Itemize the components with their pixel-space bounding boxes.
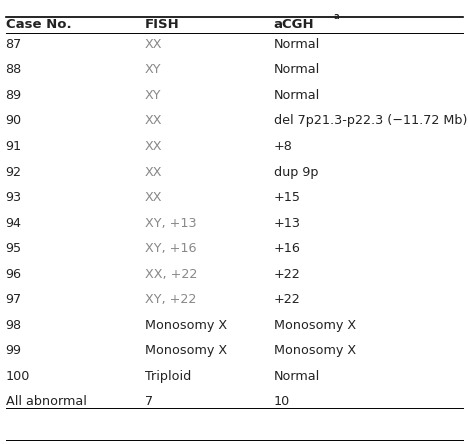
Text: dup 9p: dup 9p (274, 166, 318, 178)
Text: 97: 97 (6, 293, 22, 306)
Text: 95: 95 (6, 242, 22, 255)
Text: XY, +13: XY, +13 (145, 217, 197, 230)
Text: +22: +22 (274, 293, 300, 306)
Text: Monosomy X: Monosomy X (145, 344, 227, 357)
Text: 94: 94 (6, 217, 22, 230)
Text: 89: 89 (6, 89, 22, 102)
Text: 87: 87 (6, 38, 22, 51)
Text: XX: XX (145, 38, 162, 51)
Text: a: a (334, 12, 339, 21)
Text: All abnormal: All abnormal (6, 395, 87, 408)
Text: 96: 96 (6, 268, 22, 281)
Text: XY, +22: XY, +22 (145, 293, 197, 306)
Text: Monosomy X: Monosomy X (274, 319, 356, 332)
Text: del 7p21.3-p22.3 (−11.72 Mb): del 7p21.3-p22.3 (−11.72 Mb) (274, 115, 467, 127)
Text: XX: XX (145, 140, 162, 153)
Text: 88: 88 (6, 63, 22, 76)
Text: XY: XY (145, 63, 161, 76)
Text: +8: +8 (274, 140, 292, 153)
Text: +16: +16 (274, 242, 300, 255)
Text: Normal: Normal (274, 63, 320, 76)
Text: XX: XX (145, 191, 162, 204)
Text: +15: +15 (274, 191, 301, 204)
Text: FISH: FISH (145, 18, 180, 32)
Text: Normal: Normal (274, 370, 320, 383)
Text: 90: 90 (6, 115, 22, 127)
Text: XX, +22: XX, +22 (145, 268, 197, 281)
Text: 92: 92 (6, 166, 22, 178)
Text: 10: 10 (274, 395, 290, 408)
Text: 91: 91 (6, 140, 22, 153)
Text: +22: +22 (274, 268, 300, 281)
Text: Triploid: Triploid (145, 370, 191, 383)
Text: XY, +16: XY, +16 (145, 242, 197, 255)
Text: Monosomy X: Monosomy X (145, 319, 227, 332)
Text: Normal: Normal (274, 89, 320, 102)
Text: 99: 99 (6, 344, 22, 357)
Text: XX: XX (145, 115, 162, 127)
Text: aCGH: aCGH (274, 18, 314, 32)
Text: 7: 7 (145, 395, 153, 408)
Text: +13: +13 (274, 217, 301, 230)
Text: 93: 93 (6, 191, 22, 204)
Text: Normal: Normal (274, 38, 320, 51)
Text: Case No.: Case No. (6, 18, 71, 32)
Text: XX: XX (145, 166, 162, 178)
Text: 98: 98 (6, 319, 22, 332)
Text: Monosomy X: Monosomy X (274, 344, 356, 357)
Text: XY: XY (145, 89, 161, 102)
Text: 100: 100 (6, 370, 30, 383)
